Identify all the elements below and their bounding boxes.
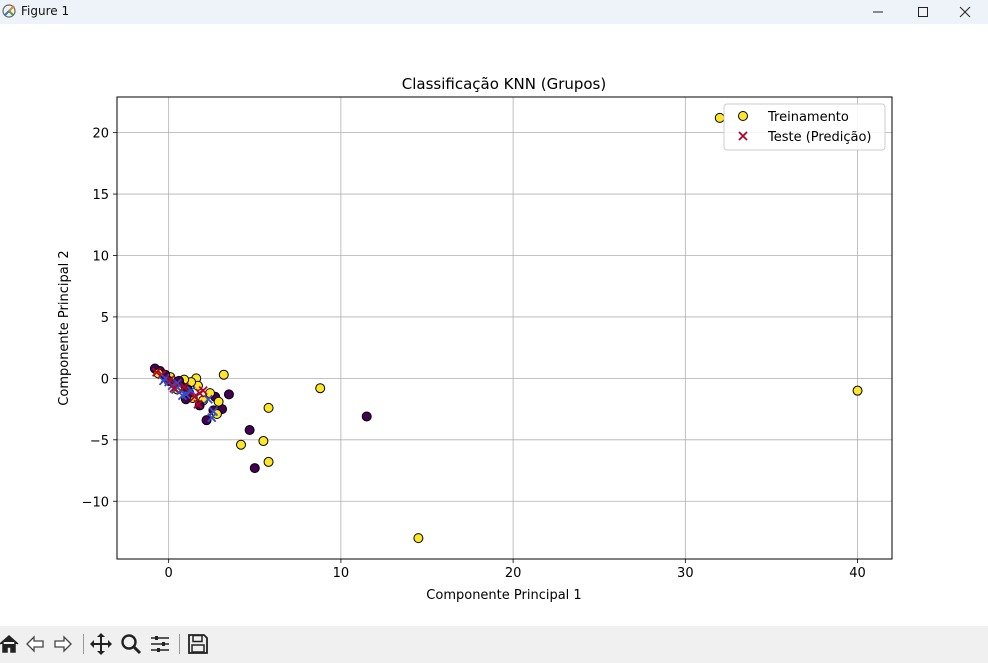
axes-frame bbox=[116, 96, 893, 560]
y-axis-label: Componente Principal 2 bbox=[57, 250, 72, 405]
window-titlebar: Figure 1 bbox=[0, 0, 988, 24]
legend-label-train: Treinamento bbox=[767, 110, 849, 125]
train-point bbox=[223, 389, 234, 400]
forward-button[interactable] bbox=[50, 631, 76, 657]
pan-icon bbox=[90, 633, 112, 655]
test-point bbox=[151, 367, 162, 377]
back-icon bbox=[26, 635, 44, 653]
test-point bbox=[158, 376, 169, 386]
test-point bbox=[179, 382, 189, 392]
save-button[interactable] bbox=[185, 631, 211, 657]
save-icon bbox=[188, 634, 208, 654]
legend-box bbox=[723, 103, 886, 151]
minimize-icon bbox=[873, 11, 883, 13]
x-tick-label: 40 bbox=[849, 566, 866, 581]
close-icon bbox=[959, 6, 971, 18]
train-point bbox=[315, 383, 326, 394]
train-point bbox=[263, 456, 274, 467]
chart-title: Classificação KNN (Grupos) bbox=[402, 75, 606, 93]
train-point bbox=[244, 424, 255, 435]
x-tick-label: 0 bbox=[165, 566, 173, 581]
train-point bbox=[714, 112, 725, 123]
x-tick-label: 30 bbox=[677, 566, 694, 581]
toolbar-separator bbox=[179, 634, 180, 654]
configure-subplots-icon bbox=[151, 636, 169, 652]
test-point bbox=[193, 399, 203, 409]
toolbar-separator bbox=[83, 634, 84, 654]
axis-ticks: 0 10 20 30 40 −10 −5 0 5 10 15 20 bbox=[82, 127, 866, 581]
train-point bbox=[413, 533, 424, 544]
app-icon bbox=[2, 3, 18, 19]
home-button[interactable] bbox=[0, 631, 22, 657]
test-point bbox=[189, 392, 200, 402]
home-icon bbox=[0, 634, 19, 653]
figure-canvas[interactable]: 0 10 20 30 40 −10 −5 0 5 10 15 20 Classificação KNN… bbox=[0, 24, 988, 625]
maximize-button[interactable] bbox=[900, 0, 946, 24]
configure-subplots-button[interactable] bbox=[147, 631, 173, 657]
test-point bbox=[198, 386, 208, 396]
y-tick-label: 0 bbox=[101, 372, 109, 387]
zoom-icon bbox=[121, 634, 142, 655]
x-tick-label: 20 bbox=[505, 566, 522, 581]
navigation-toolbar bbox=[0, 626, 988, 663]
data-points bbox=[149, 112, 863, 544]
y-tick-label: −5 bbox=[90, 434, 109, 449]
train-point bbox=[213, 396, 224, 407]
train-point bbox=[263, 402, 274, 413]
legend-marker-train bbox=[738, 111, 748, 121]
test-point bbox=[203, 394, 213, 404]
x-tick-label: 10 bbox=[333, 566, 350, 581]
y-tick-label: 15 bbox=[92, 188, 109, 203]
train-point bbox=[249, 463, 260, 474]
train-point bbox=[852, 385, 863, 396]
y-tick-label: 20 bbox=[92, 127, 109, 142]
test-point bbox=[165, 374, 176, 385]
minimize-button[interactable] bbox=[855, 0, 901, 24]
close-button[interactable] bbox=[942, 0, 988, 24]
y-tick-label: 10 bbox=[92, 250, 109, 265]
grid-lines bbox=[117, 97, 892, 559]
test-point bbox=[169, 383, 179, 393]
pan-button[interactable] bbox=[88, 631, 114, 657]
train-point bbox=[236, 439, 246, 450]
scatter-chart: 0 10 20 30 40 −10 −5 0 5 10 15 20 Classificação KNN… bbox=[57, 75, 893, 603]
legend-marker-test bbox=[738, 131, 748, 141]
zoom-button[interactable] bbox=[118, 631, 144, 657]
test-point bbox=[177, 390, 188, 401]
train-point bbox=[361, 411, 372, 422]
window-title: Figure 1 bbox=[21, 4, 70, 18]
x-axis-label: Componente Principal 1 bbox=[426, 588, 581, 603]
maximize-icon bbox=[918, 7, 928, 17]
train-point bbox=[201, 415, 212, 426]
test-point bbox=[207, 413, 217, 423]
y-tick-label: −10 bbox=[82, 495, 109, 510]
forward-icon bbox=[54, 635, 72, 653]
y-tick-label: 5 bbox=[101, 311, 109, 326]
test-point bbox=[172, 378, 182, 388]
train-point bbox=[218, 369, 229, 380]
legend: Treinamento Teste (Predição) bbox=[723, 103, 886, 151]
train-point bbox=[258, 436, 269, 447]
test-point bbox=[186, 386, 196, 396]
back-button[interactable] bbox=[22, 631, 48, 657]
legend-label-test: Teste (Predição) bbox=[767, 130, 871, 145]
